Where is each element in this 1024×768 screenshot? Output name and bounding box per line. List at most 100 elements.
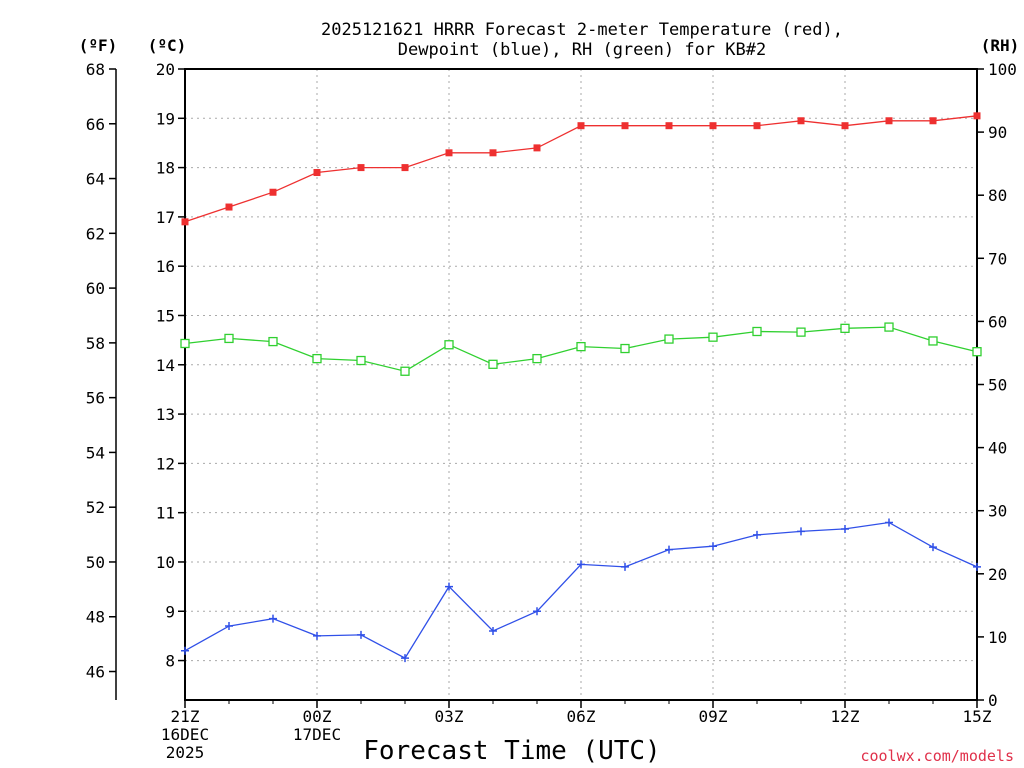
celsius-tick-label: 18 [156,159,175,178]
credit-text: coolwx.com/models [860,747,1014,765]
series-2-point-13 [752,326,762,337]
grid-lines [185,69,977,700]
rh-tick-label: 60 [988,312,1007,331]
celsius-unit-label: (ºC) [148,36,187,55]
series-1-point-8 [533,607,541,616]
celsius-tick-label: 15 [156,306,175,325]
series-2-point-14 [796,327,806,337]
series-1-point-18 [973,562,981,571]
series-2-point-5 [400,366,410,376]
fahrenheit-tick-label: 64 [86,170,105,189]
data-series [180,112,982,663]
x-tick-label: 12Z [831,707,860,726]
celsius-tick-label: 10 [156,553,175,572]
celsius-tick-label: 11 [156,504,175,523]
series-2-point-0 [180,338,190,349]
fahrenheit-tick-label: 46 [86,663,105,682]
series-1-point-1 [225,622,233,631]
series-2-point-16 [884,322,894,332]
series-2-point-15 [840,323,850,333]
rh-tick-label: 30 [988,502,1007,521]
rh-tick-label: 80 [988,186,1007,205]
series-1-point-7 [489,626,497,635]
x-axis-title: Forecast Time (UTC) [363,736,660,766]
rh-tick-label: 100 [988,60,1017,79]
series-2-point-3 [312,353,322,364]
celsius-tick-label: 14 [156,356,175,375]
series-0-point-7 [489,149,497,157]
rh-unit-label: (RH) [981,36,1020,55]
x-tick-label: 06Z [567,707,596,726]
series-1-point-0 [181,646,189,655]
series-2-point-18 [972,347,982,357]
series-2-point-6 [444,340,454,350]
series-line-0 [184,115,978,223]
series-1-point-13 [753,530,761,539]
series-2-point-11 [664,334,674,344]
series-0-point-17 [929,117,937,125]
x-tick-label: 21Z [171,707,200,726]
series-1-point-9 [577,560,585,569]
fahrenheit-tick-label: 54 [86,443,105,462]
plot-frame [184,68,978,701]
rh-tick-label: 40 [988,439,1007,458]
series-0-point-5 [401,164,409,172]
series-2-point-7 [488,359,498,369]
fahrenheit-unit-label: (ºF) [79,36,118,55]
x-tick-label: 16DEC [161,725,209,744]
series-0-point-11 [665,122,673,130]
series-1-point-16 [885,518,893,527]
fahrenheit-tick-label: 60 [86,279,105,298]
celsius-tick-label: 17 [156,208,175,227]
celsius-tick-label: 9 [165,602,175,621]
series-1-point-4 [357,630,365,639]
rh-tick-label: 10 [988,628,1007,647]
series-1-point-17 [929,543,937,552]
series-2-point-12 [708,332,718,342]
rh-tick-label: 90 [988,123,1007,142]
series-0-point-13 [753,122,761,130]
celsius-tick-label: 13 [156,405,175,424]
celsius-axis: 8 9 10 11 12 13 14 15 16 17 18 19 20 [156,60,185,671]
fahrenheit-tick-label: 48 [86,608,105,627]
series-0-point-2 [269,188,277,196]
fahrenheit-tick-label: 52 [86,498,105,517]
celsius-tick-label: 12 [156,454,175,473]
rh-tick-label: 70 [988,249,1007,268]
series-line-1 [184,521,978,659]
fahrenheit-tick-label: 68 [86,60,105,79]
series-0-point-8 [533,144,541,152]
rh-tick-label: 20 [988,565,1007,584]
chart-title-line2: Dewpoint (blue), RH (green) for KB#2 [398,40,766,60]
rh-axis: 0 10 20 30 40 50 60 70 80 90 100 [977,60,1017,710]
fahrenheit-tick-label: 50 [86,553,105,572]
series-0-point-6 [445,149,453,157]
series-0-point-1 [225,203,233,211]
series-1-point-2 [269,614,277,623]
celsius-tick-label: 19 [156,109,175,128]
series-2-point-2 [268,336,278,347]
series-2-point-17 [928,336,938,346]
series-2-point-9 [576,341,586,352]
fahrenheit-tick-label: 56 [86,389,105,408]
series-1-point-10 [621,562,629,571]
celsius-tick-label: 20 [156,60,175,79]
series-0-point-9 [577,122,585,130]
x-tick-label: 15Z [963,707,992,726]
series-0-point-18 [973,112,981,120]
x-tick-label: 09Z [699,707,728,726]
series-2-point-1 [224,333,234,344]
rh-tick-label: 50 [988,376,1007,395]
fahrenheit-axis: 46 48 50 52 54 56 58 60 62 64 66 68 [86,60,116,682]
series-0-point-14 [797,117,805,125]
series-0-point-16 [885,117,893,125]
x-tick-label: 2025 [166,743,205,762]
series-1-point-14 [797,527,805,536]
series-2-point-8 [532,353,542,364]
series-1-point-6 [445,582,453,591]
rh-tick-label: 0 [988,691,998,710]
series-0-point-12 [709,122,717,130]
series-1-point-12 [709,542,717,551]
